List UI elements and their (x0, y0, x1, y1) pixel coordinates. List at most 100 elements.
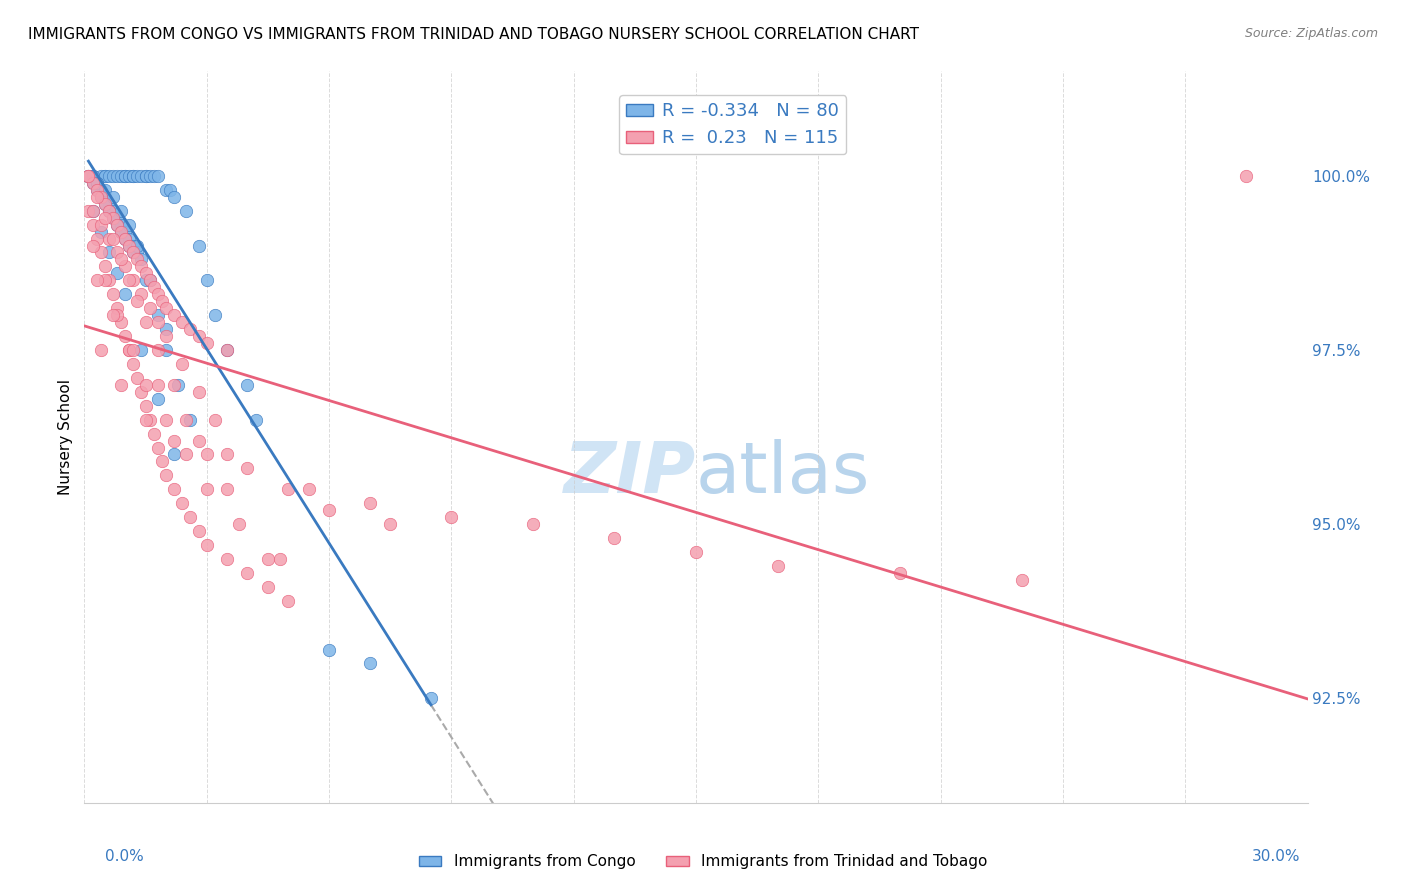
Point (86, 273, 108, 287)
Point (82, 203, 104, 218)
Point (146, 169, 169, 183)
Point (187, 238, 209, 252)
Point (82, 218, 104, 232)
Point (195, 483, 218, 497)
Point (146, 308, 169, 322)
Point (110, 169, 132, 183)
Point (685, 545, 707, 559)
Point (90, 183, 112, 197)
Point (138, 273, 160, 287)
Text: Source: ZipAtlas.com: Source: ZipAtlas.com (1244, 27, 1378, 40)
Legend: R = -0.334   N = 80, R =  0.23   N = 115: R = -0.334 N = 80, R = 0.23 N = 115 (619, 95, 846, 154)
Point (122, 245, 145, 260)
Point (122, 357, 145, 371)
Point (135, 412, 157, 426)
Point (118, 238, 141, 252)
Point (97, 196, 120, 211)
Point (131, 384, 153, 399)
Point (97, 203, 120, 218)
Point (277, 594, 299, 608)
Point (146, 392, 169, 406)
Text: atlas: atlas (696, 439, 870, 508)
Point (101, 231, 124, 245)
Point (217, 343, 239, 357)
Point (101, 308, 124, 322)
Point (82, 169, 104, 183)
Point (163, 190, 186, 204)
Point (146, 343, 169, 357)
Point (122, 169, 145, 183)
Point (603, 531, 626, 545)
Point (236, 566, 259, 580)
Point (440, 510, 463, 524)
Point (138, 412, 160, 426)
Point (110, 203, 132, 218)
Point (195, 448, 218, 462)
Point (118, 231, 141, 245)
Point (90, 225, 112, 239)
Point (77, 169, 100, 183)
Point (93, 260, 115, 274)
Point (217, 448, 239, 462)
Point (122, 273, 145, 287)
Point (155, 183, 177, 197)
Point (420, 691, 443, 706)
Point (86, 176, 108, 190)
Point (127, 252, 149, 267)
Point (86, 176, 108, 190)
Point (127, 238, 149, 252)
Point (146, 315, 169, 329)
Point (155, 343, 177, 357)
Point (172, 496, 194, 510)
Point (195, 538, 218, 552)
Point (114, 231, 136, 245)
Point (86, 190, 108, 204)
Point (1011, 573, 1033, 587)
Point (105, 218, 128, 232)
Point (101, 211, 124, 225)
Point (138, 301, 160, 316)
Point (146, 377, 169, 392)
Point (77, 169, 100, 183)
Point (135, 169, 157, 183)
Point (77, 169, 100, 183)
Point (245, 412, 267, 426)
Point (135, 399, 157, 413)
Point (105, 266, 128, 280)
Point (105, 169, 128, 183)
Point (82, 238, 104, 252)
Point (97, 231, 120, 245)
Point (110, 252, 132, 267)
Point (127, 371, 149, 385)
Point (105, 218, 128, 232)
Point (122, 245, 145, 260)
Point (318, 503, 340, 517)
Point (142, 426, 165, 441)
Point (90, 190, 112, 204)
Point (135, 315, 157, 329)
Text: 30.0%: 30.0% (1253, 849, 1301, 863)
Point (90, 169, 112, 183)
Point (93, 196, 115, 211)
Point (118, 343, 141, 357)
Point (82, 176, 104, 190)
Point (131, 343, 153, 357)
Point (163, 308, 186, 322)
Point (114, 169, 136, 183)
Point (105, 245, 128, 260)
Point (359, 496, 381, 510)
Point (217, 483, 239, 497)
Point (150, 454, 173, 468)
Point (163, 434, 186, 448)
Point (82, 169, 104, 183)
Point (97, 245, 120, 260)
Point (228, 517, 250, 532)
Point (889, 566, 911, 580)
Point (114, 260, 136, 274)
Point (97, 169, 120, 183)
Point (93, 196, 115, 211)
Point (236, 377, 259, 392)
Point (155, 329, 177, 343)
Point (77, 169, 100, 183)
Point (172, 315, 194, 329)
